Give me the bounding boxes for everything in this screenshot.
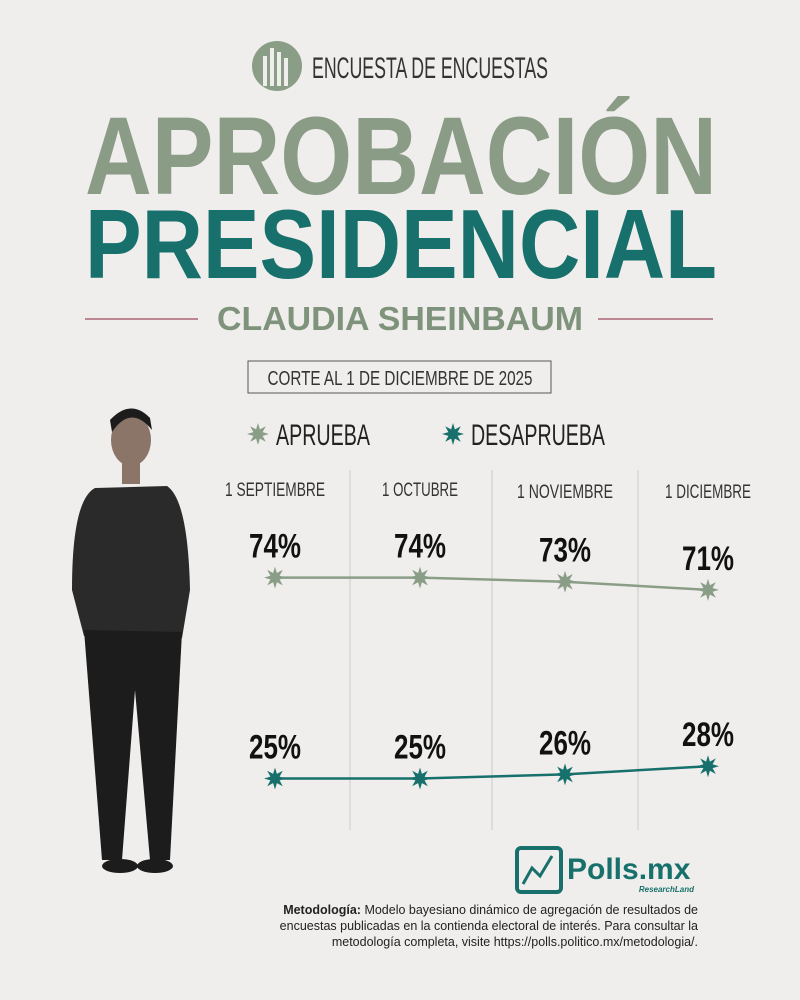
point-marker <box>554 763 576 786</box>
methodology-text: Modelo bayesiano dinámico de agregación … <box>279 903 698 949</box>
value-label: 73% <box>539 532 591 570</box>
point-marker <box>409 767 431 790</box>
title-line2: PRESIDENCIAL <box>85 189 717 299</box>
subtitle: CLAUDIA SHEINBAUM <box>217 300 583 337</box>
x-tick-label: 1 NOVIEMBRE <box>517 482 613 503</box>
brand-icon <box>252 41 302 91</box>
value-label: 25% <box>394 729 446 767</box>
x-tick-label: 1 OCTUBRE <box>382 480 458 501</box>
point-marker <box>409 566 431 589</box>
brand: ENCUESTA DE ENCUESTAS <box>312 52 548 85</box>
point-marker <box>697 578 719 601</box>
series-line <box>275 764 709 780</box>
polls-logo <box>515 846 563 894</box>
x-tick-label: 1 DICIEMBRE <box>665 482 751 503</box>
value-label: 71% <box>682 540 734 578</box>
value-label: 28% <box>682 716 734 754</box>
methodology: Metodología: Modelo bayesiano dinámico d… <box>262 902 698 950</box>
cutoff: CORTE AL 1 DE DICIEMBRE DE 2025 <box>268 368 533 390</box>
title-line1: APROBACIÓN <box>85 95 717 218</box>
value-label: 74% <box>394 528 446 566</box>
point-marker <box>697 755 719 778</box>
x-tick-label: 1 SEPTIEMBRE <box>225 480 325 501</box>
series-line <box>275 576 709 592</box>
logo-sub: ResearchLand <box>639 885 695 894</box>
point-marker <box>554 570 576 593</box>
point-marker <box>264 566 286 589</box>
value-label: 74% <box>249 528 301 566</box>
legend-marker <box>442 423 464 445</box>
legend-label: APRUEBA <box>276 419 370 452</box>
legend-marker <box>247 423 269 445</box>
portrait <box>72 408 190 873</box>
legend-label: DESAPRUEBA <box>471 419 605 452</box>
methodology-label: Metodología: <box>283 903 361 917</box>
logo-text: Polls.mx <box>567 853 691 886</box>
point-marker <box>264 767 286 790</box>
value-label: 25% <box>249 729 301 767</box>
cutoff-box <box>247 360 552 394</box>
value-label: 26% <box>539 724 591 762</box>
